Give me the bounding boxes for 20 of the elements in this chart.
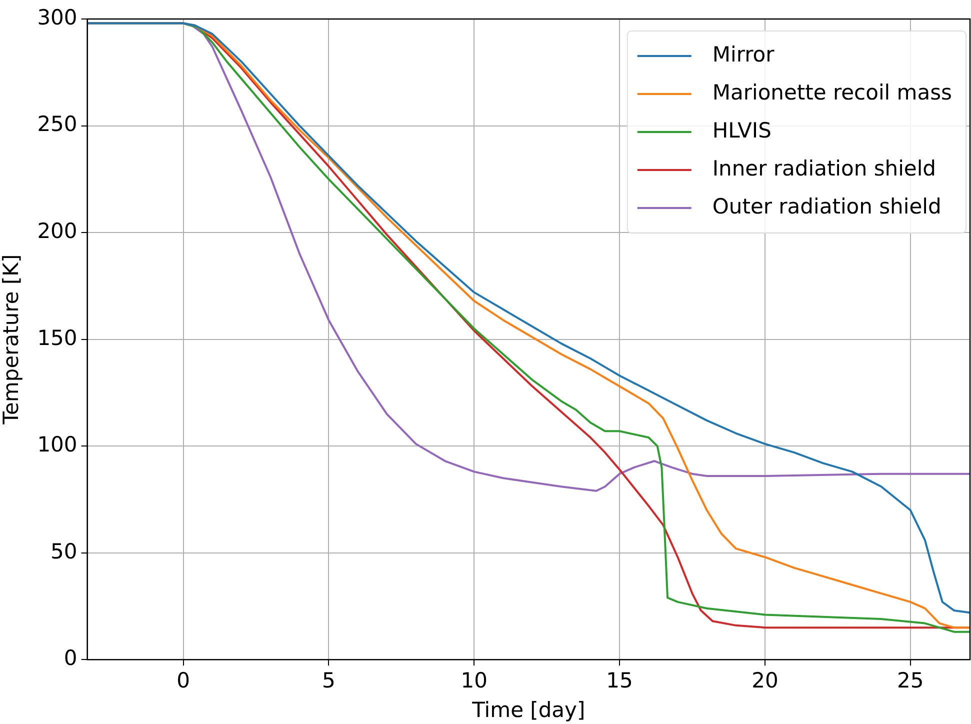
legend-label: Outer radiation shield <box>712 194 942 218</box>
y-tick-label: 200 <box>37 218 78 243</box>
y-tick-label: 250 <box>37 112 78 136</box>
x-axis-title: Time [day] <box>471 698 586 722</box>
x-tick-label: 25 <box>897 668 924 693</box>
x-tick-label: 10 <box>460 668 488 693</box>
x-tick-label: 15 <box>606 668 633 693</box>
x-tick-label: 20 <box>752 668 778 693</box>
y-tick-label: 300 <box>37 5 78 30</box>
y-axis-title: Temperature [K] <box>0 254 24 426</box>
y-tick-label: 150 <box>37 326 78 350</box>
y-tick-label: 100 <box>37 432 78 457</box>
legend-label: HLVIS <box>712 118 772 142</box>
legend-label: Marionette recoil mass <box>712 80 952 104</box>
x-tick-label: 5 <box>322 668 336 693</box>
legend-label: Mirror <box>712 42 775 66</box>
x-tick-label: 0 <box>176 668 190 693</box>
y-tick-label: 50 <box>50 539 78 564</box>
legend-label: Inner radiation shield <box>712 156 936 180</box>
y-tick-label: 0 <box>64 646 78 670</box>
